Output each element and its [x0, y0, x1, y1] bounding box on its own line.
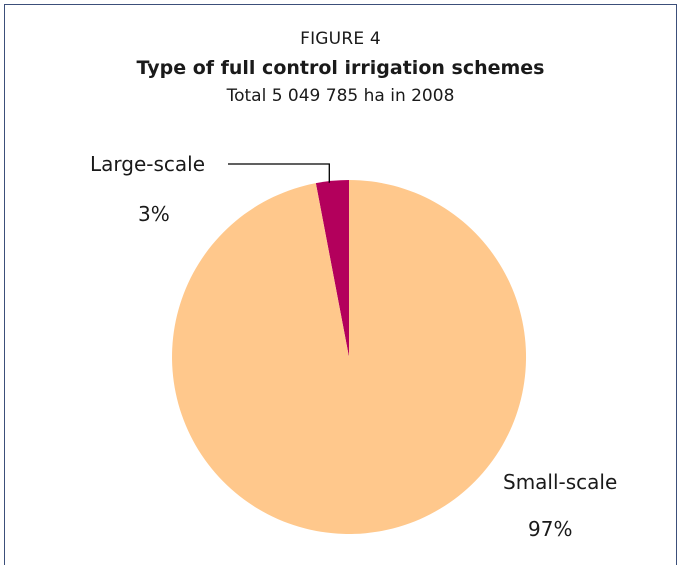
figure-label: FIGURE 4 [300, 29, 381, 49]
pie-slices [172, 180, 527, 534]
chart-title: Type of full control irrigation schemes [136, 57, 545, 79]
chart-subtitle: Total 5 049 785 ha in 2008 [226, 86, 455, 106]
slice-value-large-scale: 3% [138, 202, 170, 226]
slice-label-small-scale: Small-scale [503, 470, 617, 494]
pie-slice-large-scale [315, 180, 349, 357]
slice-label-large-scale: Large-scale [90, 152, 205, 176]
slice-value-small-scale: 97% [528, 517, 572, 541]
pie-slice-small-scale [172, 180, 527, 534]
large-scale-leader-line [228, 163, 330, 183]
